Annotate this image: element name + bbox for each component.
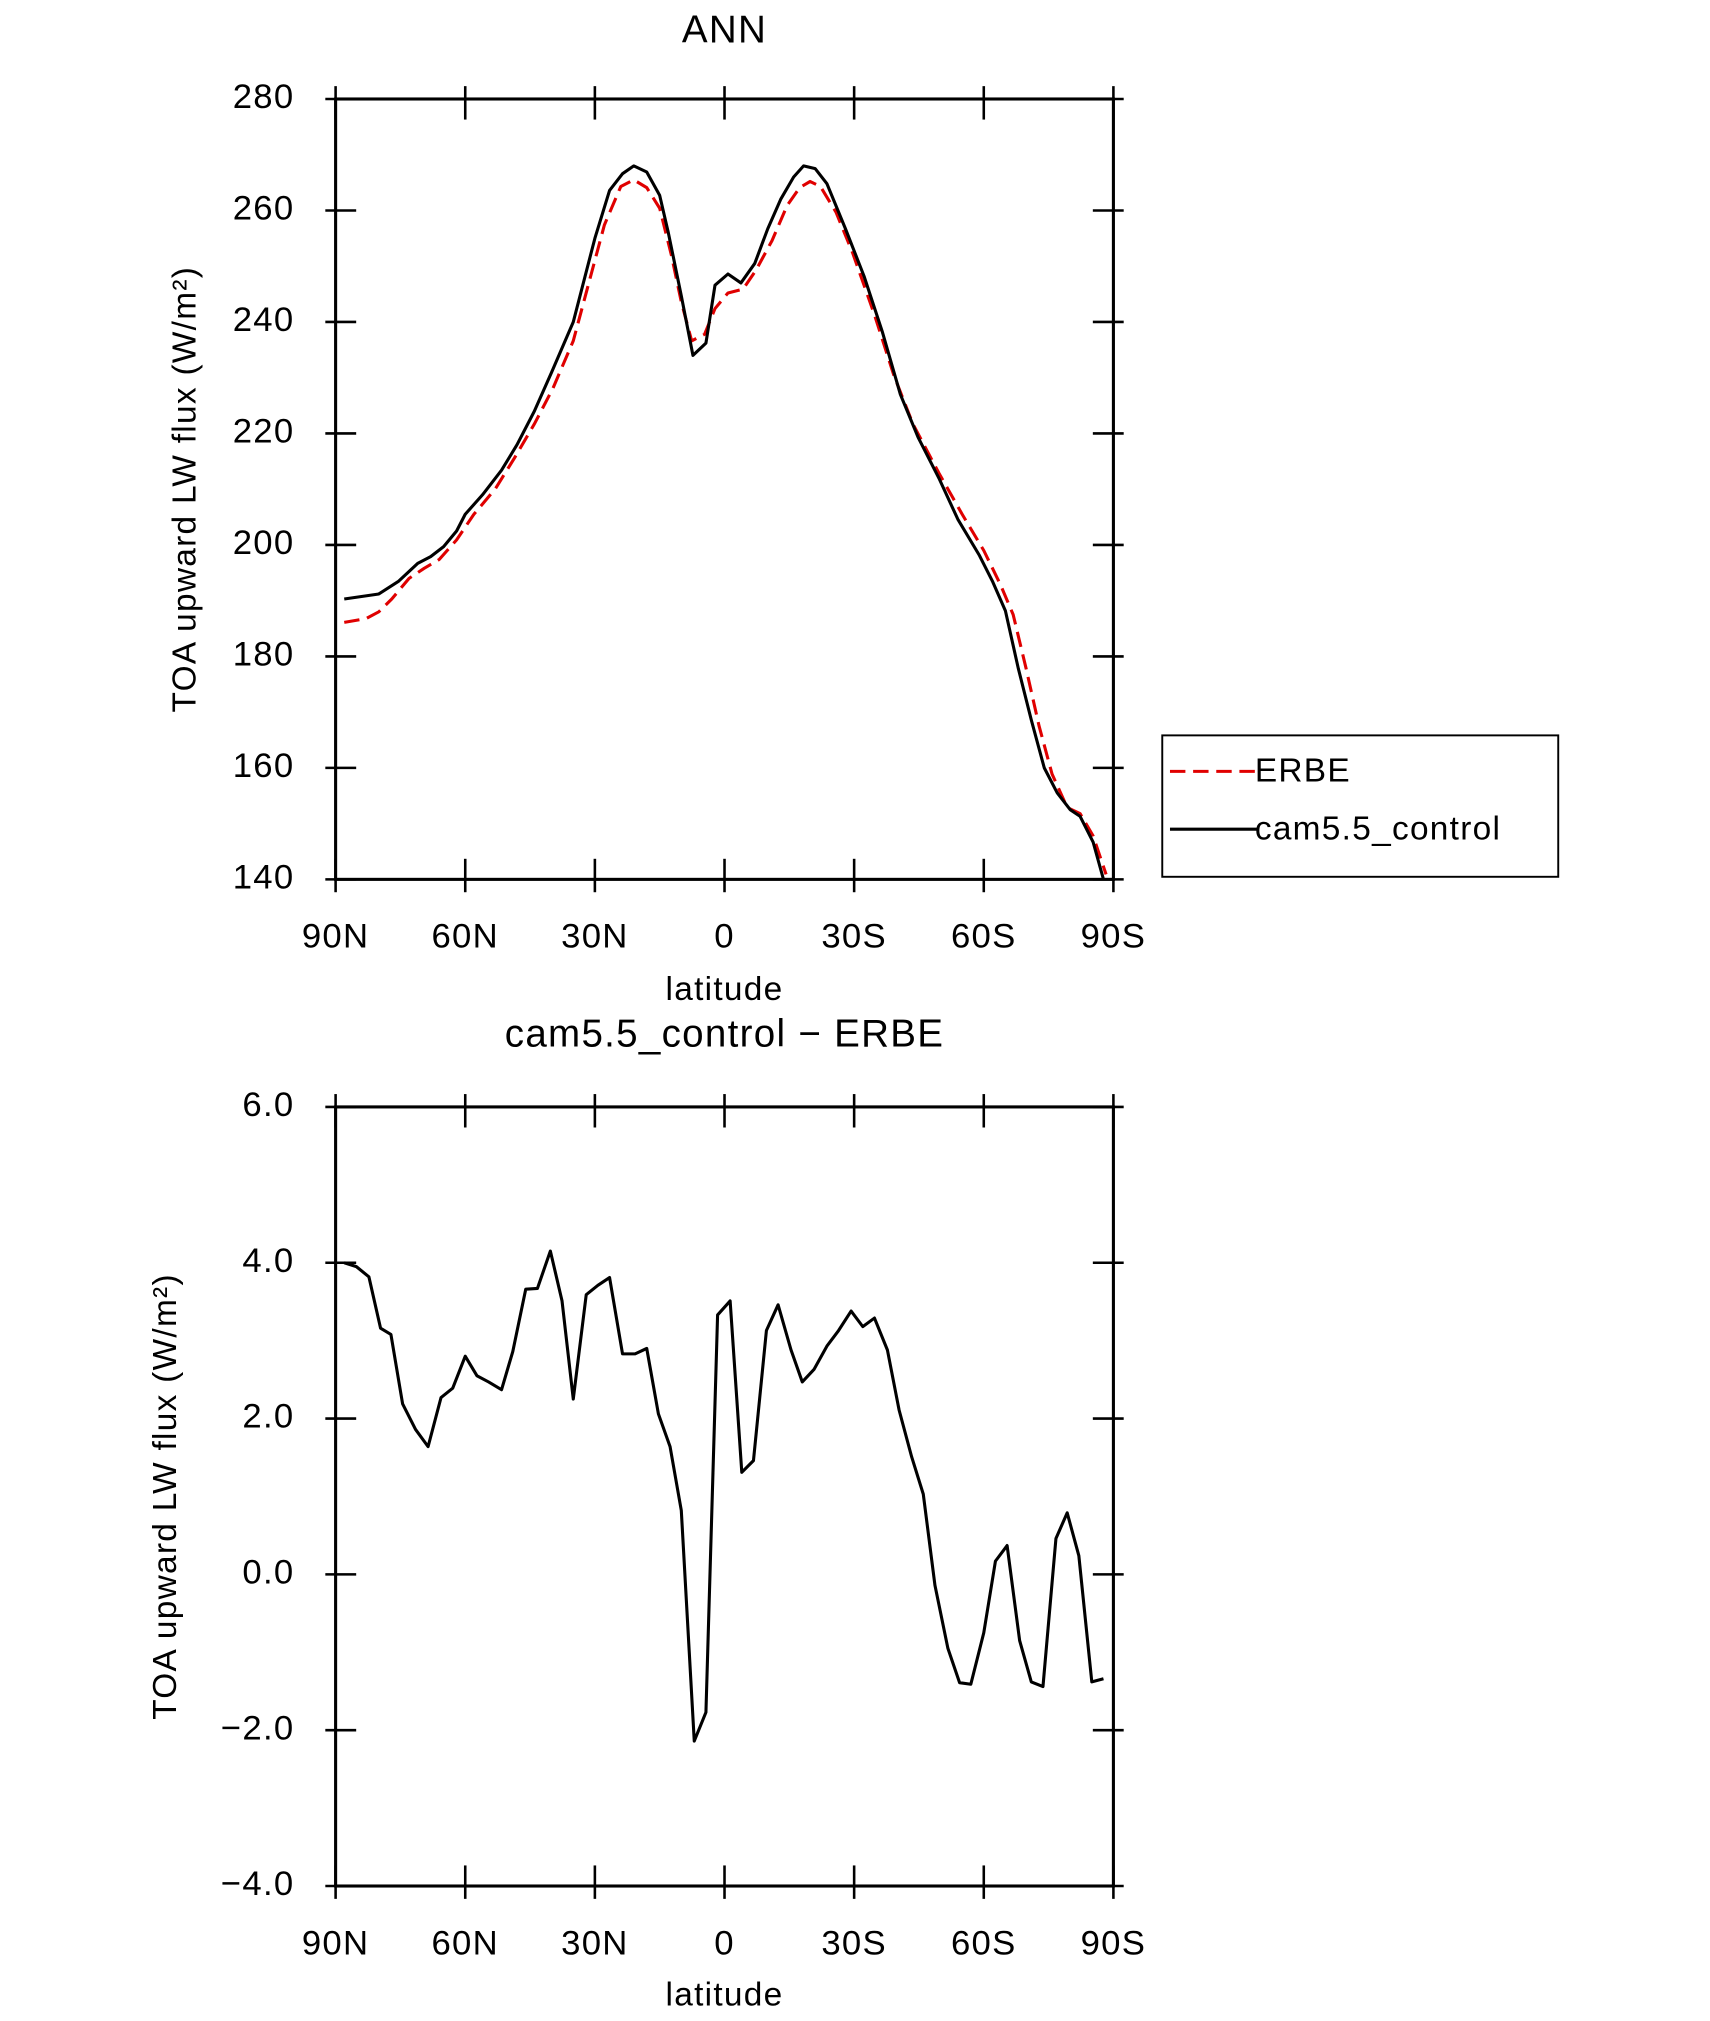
panel: cam5.5_control − ERBE latitude TOA upward … [147,1012,1147,2013]
x-tick-label: 90S [1081,1924,1147,1962]
y-tick-label: 160 [233,747,295,785]
data-line [343,178,1108,875]
data-line [343,1249,1104,1743]
x-tick-label: 60N [431,918,499,956]
chart-title: ANN [682,8,767,51]
x-tick-label: 0 [714,918,735,956]
x-tick-label: 60S [951,1924,1017,1962]
plot-frame [334,97,1115,881]
x-tick-label: 30S [821,918,887,956]
x-tick-label: 30N [561,1924,629,1962]
y-tick-label: 6.0 [242,1086,294,1124]
y-tick-label: −4.0 [221,1865,295,1903]
legend-label: ERBE [1255,752,1351,789]
panel: ANN latitude TOA upward LW flux (W/m²) 140 1… [166,8,1560,1008]
x-tick-label: 60S [951,918,1017,956]
y-tick-label: 260 [233,190,295,228]
x-tick-label: 30S [821,1924,887,1962]
y-tick-label: 180 [233,636,295,674]
y-axis-label: TOA upward LW flux (W/m²) [166,266,203,713]
legend-box [1161,734,1560,878]
y-tick-label: −2.0 [221,1709,295,1747]
data-line [344,164,1105,880]
x-tick-label: 30N [561,918,629,956]
y-tick-label: 140 [233,859,295,897]
y-tick-label: 200 [233,524,295,562]
y-axis-label: TOA upward LW flux (W/m²) [147,1273,184,1720]
y-tick-label: 240 [233,301,295,339]
x-axis-label: latitude [666,1976,784,2013]
x-tick-label: 90N [302,918,370,956]
x-tick-label: 0 [714,1924,735,1962]
y-tick-label: 280 [233,78,295,116]
y-tick-label: 2.0 [242,1398,294,1436]
x-tick-label: 60N [431,1924,499,1962]
y-tick-label: 0.0 [242,1554,294,1592]
plot-frame [334,1105,1115,1888]
x-tick-label: 90S [1081,918,1147,956]
x-tick-label: 90N [302,1924,370,1962]
legend-label: cam5.5_control [1255,810,1501,847]
y-tick-label: 4.0 [242,1242,294,1280]
x-axis-label: latitude [666,971,784,1008]
chart-title: cam5.5_control − ERBE [505,1012,944,1055]
y-tick-label: 220 [233,413,295,451]
